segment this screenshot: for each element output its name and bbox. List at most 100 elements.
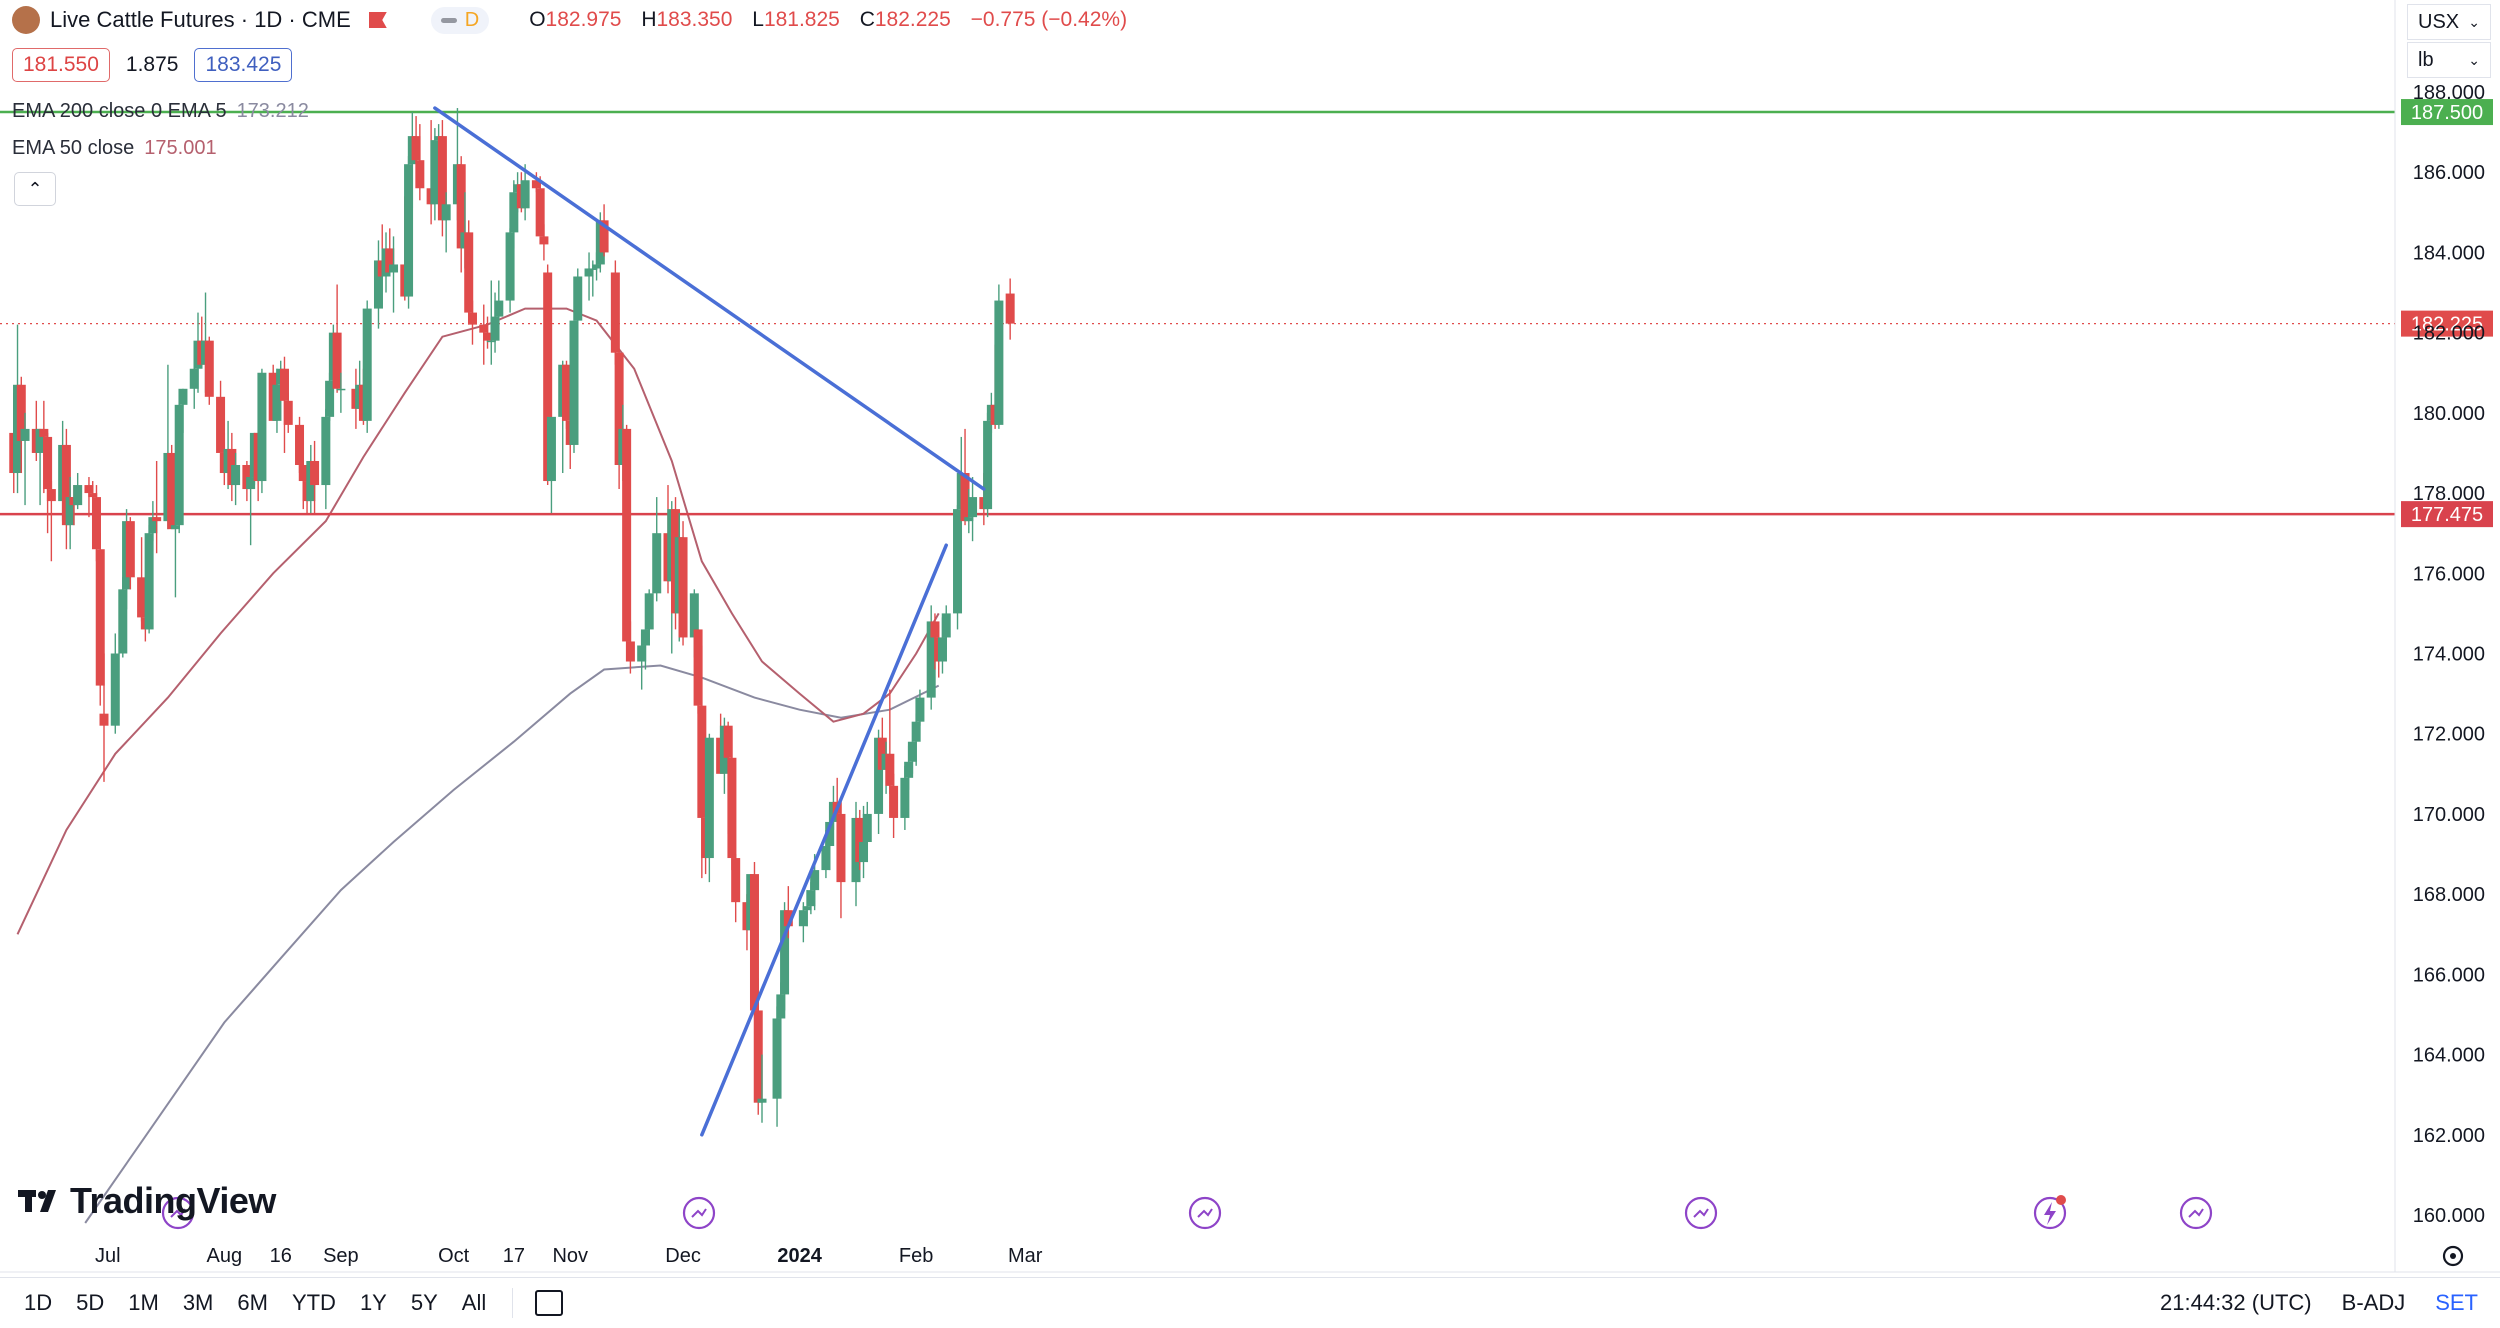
candle-body — [697, 705, 707, 818]
candle-body — [821, 846, 831, 871]
candle-body — [983, 420, 993, 510]
event-marker-icon[interactable] — [161, 1196, 195, 1230]
ema50-path — [16, 307, 940, 935]
candle-body — [874, 737, 884, 814]
candle-body — [411, 136, 421, 161]
calendar-icon[interactable] — [535, 1290, 564, 1316]
candle — [483, 316, 493, 349]
candle — [257, 368, 267, 494]
candle-body — [614, 352, 624, 465]
candle — [622, 424, 632, 642]
ascending-trendline[interactable] — [700, 543, 948, 1137]
ema50-line — [16, 307, 940, 935]
market-status-pill[interactable]: D — [430, 6, 490, 34]
y-tick-label: 160.000 — [2413, 1205, 2485, 1227]
event-marker-icon[interactable] — [1188, 1196, 1222, 1230]
candles — [9, 108, 1015, 1127]
timeframe-1m[interactable]: 1M — [128, 1290, 159, 1315]
candle-body — [915, 697, 925, 722]
clock[interactable]: 21:44:32 (UTC) — [2160, 1290, 2312, 1315]
timeframe-1d[interactable]: 1D — [24, 1290, 53, 1315]
ask-button[interactable]: 183.425 — [194, 48, 293, 82]
candle-body — [926, 621, 936, 698]
candle — [610, 260, 620, 365]
ema200-path — [84, 664, 940, 1224]
candle — [174, 392, 184, 534]
x-tick-label: Mar — [1008, 1245, 1043, 1267]
gear-icon[interactable] — [2442, 1245, 2464, 1267]
candle-body — [941, 613, 951, 638]
candle-body — [904, 761, 914, 778]
candle-body — [389, 264, 399, 273]
candle-body — [152, 517, 162, 522]
timeframe-5y[interactable]: 5Y — [410, 1290, 438, 1315]
low-key: L — [752, 8, 764, 31]
candle — [415, 124, 425, 201]
candle — [456, 156, 466, 273]
candle — [332, 284, 342, 393]
tradingview-logo[interactable]: TradingView — [18, 1180, 276, 1222]
candle-body — [486, 340, 496, 343]
symbol-header[interactable]: Live Cattle Futures · 1D · CME D O182.97… — [12, 6, 1141, 34]
candle-body — [535, 188, 545, 237]
candle-body — [546, 416, 556, 482]
candle — [941, 605, 951, 650]
earnings-event-icon[interactable] — [2033, 1195, 2067, 1230]
cattle-icon — [12, 6, 40, 34]
symbol-title[interactable]: Live Cattle Futures · 1D · CME — [50, 7, 351, 32]
candle — [411, 116, 421, 165]
candle-body — [385, 248, 395, 273]
candle-body — [810, 870, 820, 891]
flag-icon[interactable] — [368, 12, 387, 28]
ema200-line — [84, 664, 940, 1224]
timeframe-5d[interactable]: 5D — [76, 1290, 105, 1315]
collapse-indicators-button[interactable]: ⌃ — [14, 172, 56, 206]
candle — [573, 268, 583, 341]
candle — [43, 432, 53, 534]
candle-body — [637, 645, 647, 662]
candle — [167, 444, 177, 530]
currency-select[interactable]: USX ⌄ — [2407, 4, 2491, 40]
candle-body — [167, 452, 177, 530]
candle-body — [88, 493, 98, 498]
timeframe-all[interactable]: All — [461, 1290, 487, 1315]
indicator-ema200[interactable]: EMA 200 close 0 EMA 5 173.212 — [12, 100, 309, 123]
candle-body — [231, 464, 241, 486]
candle-body — [483, 332, 493, 341]
divider — [512, 1288, 514, 1318]
candle — [494, 280, 504, 321]
event-marker-icon[interactable] — [1684, 1196, 1718, 1230]
adjust-toggle[interactable]: B-ADJ — [2341, 1290, 2406, 1315]
timeframe-3m[interactable]: 3M — [182, 1290, 214, 1315]
timeframe-ytd[interactable]: YTD — [291, 1290, 336, 1315]
candle — [110, 633, 120, 734]
candle — [295, 416, 305, 474]
settlement-toggle[interactable]: SET — [2435, 1290, 2478, 1315]
candle-body — [798, 910, 808, 927]
candle — [441, 192, 451, 253]
candle — [321, 408, 331, 510]
candle-body — [118, 589, 128, 654]
bid-button[interactable]: 181.550 — [12, 48, 110, 82]
candle-body — [640, 629, 650, 646]
candle — [20, 412, 30, 506]
event-marker-icon[interactable] — [682, 1196, 716, 1230]
unit-select[interactable]: lb ⌄ — [2407, 42, 2491, 78]
candle-body — [569, 320, 579, 445]
y-tick-label: 178.000 — [2413, 483, 2485, 505]
candle-body — [310, 460, 320, 486]
event-marker-icon[interactable] — [2179, 1196, 2213, 1230]
y-tick-label: 166.000 — [2413, 964, 2485, 986]
candle — [584, 252, 594, 301]
timeframe-1y[interactable]: 1Y — [359, 1290, 387, 1315]
candle-body — [321, 416, 331, 486]
timeframe-6m[interactable]: 6M — [237, 1290, 268, 1315]
candle — [599, 204, 609, 257]
descending-trendline[interactable] — [433, 106, 986, 491]
high-key: H — [641, 8, 657, 31]
indicator-ema50[interactable]: EMA 50 close 175.001 — [12, 137, 217, 160]
open-key: O — [529, 8, 546, 31]
y-tick-label: 182.000 — [2413, 323, 2485, 345]
candle-body — [911, 721, 921, 742]
